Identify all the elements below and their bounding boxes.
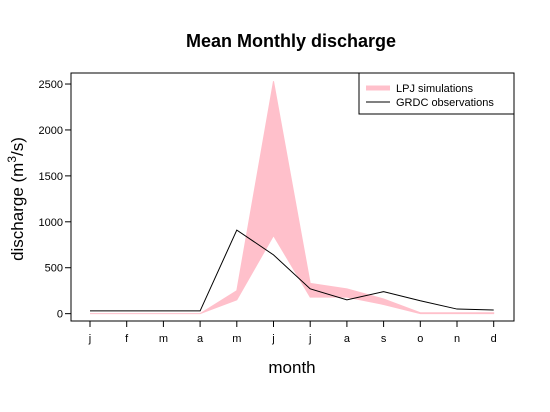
x-tick-label: j <box>308 333 311 345</box>
chart-title: Mean Monthly discharge <box>186 31 396 51</box>
y-axis-label-superscript: 3 <box>5 156 19 163</box>
y-tick-label: 0 <box>57 309 63 321</box>
grdc-observations-line <box>90 229 494 312</box>
legend-label-grdc: GRDC observations <box>396 97 494 109</box>
x-tick-label: m <box>232 333 241 345</box>
y-axis: 0 500 1000 1500 2000 2500 <box>39 79 71 321</box>
y-tick-label: 2000 <box>39 125 63 137</box>
legend: LPJ simulations GRDC observations <box>358 72 515 115</box>
y-tick-label: 1000 <box>39 217 63 229</box>
y-axis-label: discharge (m3/s) <box>5 137 27 261</box>
y-axis-label-tail: /s) <box>8 137 27 156</box>
x-tick-label: o <box>417 333 423 345</box>
x-tick-label: m <box>159 333 168 345</box>
x-tick-label: a <box>344 333 351 345</box>
y-tick-label: 1500 <box>39 171 63 183</box>
x-tick-label: j <box>88 333 91 345</box>
y-tick-label: 2500 <box>39 79 63 91</box>
x-tick-label: a <box>197 333 204 345</box>
x-tick-label: j <box>271 333 274 345</box>
x-tick-label: f <box>125 333 129 345</box>
y-tick-label: 500 <box>45 263 63 275</box>
x-tick-label: n <box>454 333 460 345</box>
x-tick-label: s <box>381 333 387 345</box>
legend-label-lpj: LPJ simulations <box>396 83 474 95</box>
lpj-simulations-band <box>90 81 495 315</box>
x-tick-label: d <box>491 333 497 345</box>
legend-box <box>358 72 515 115</box>
y-axis-label-base: discharge (m <box>8 163 27 261</box>
x-axis-label: month <box>268 358 315 377</box>
plot-frame <box>70 72 515 322</box>
plot-area <box>90 81 495 315</box>
